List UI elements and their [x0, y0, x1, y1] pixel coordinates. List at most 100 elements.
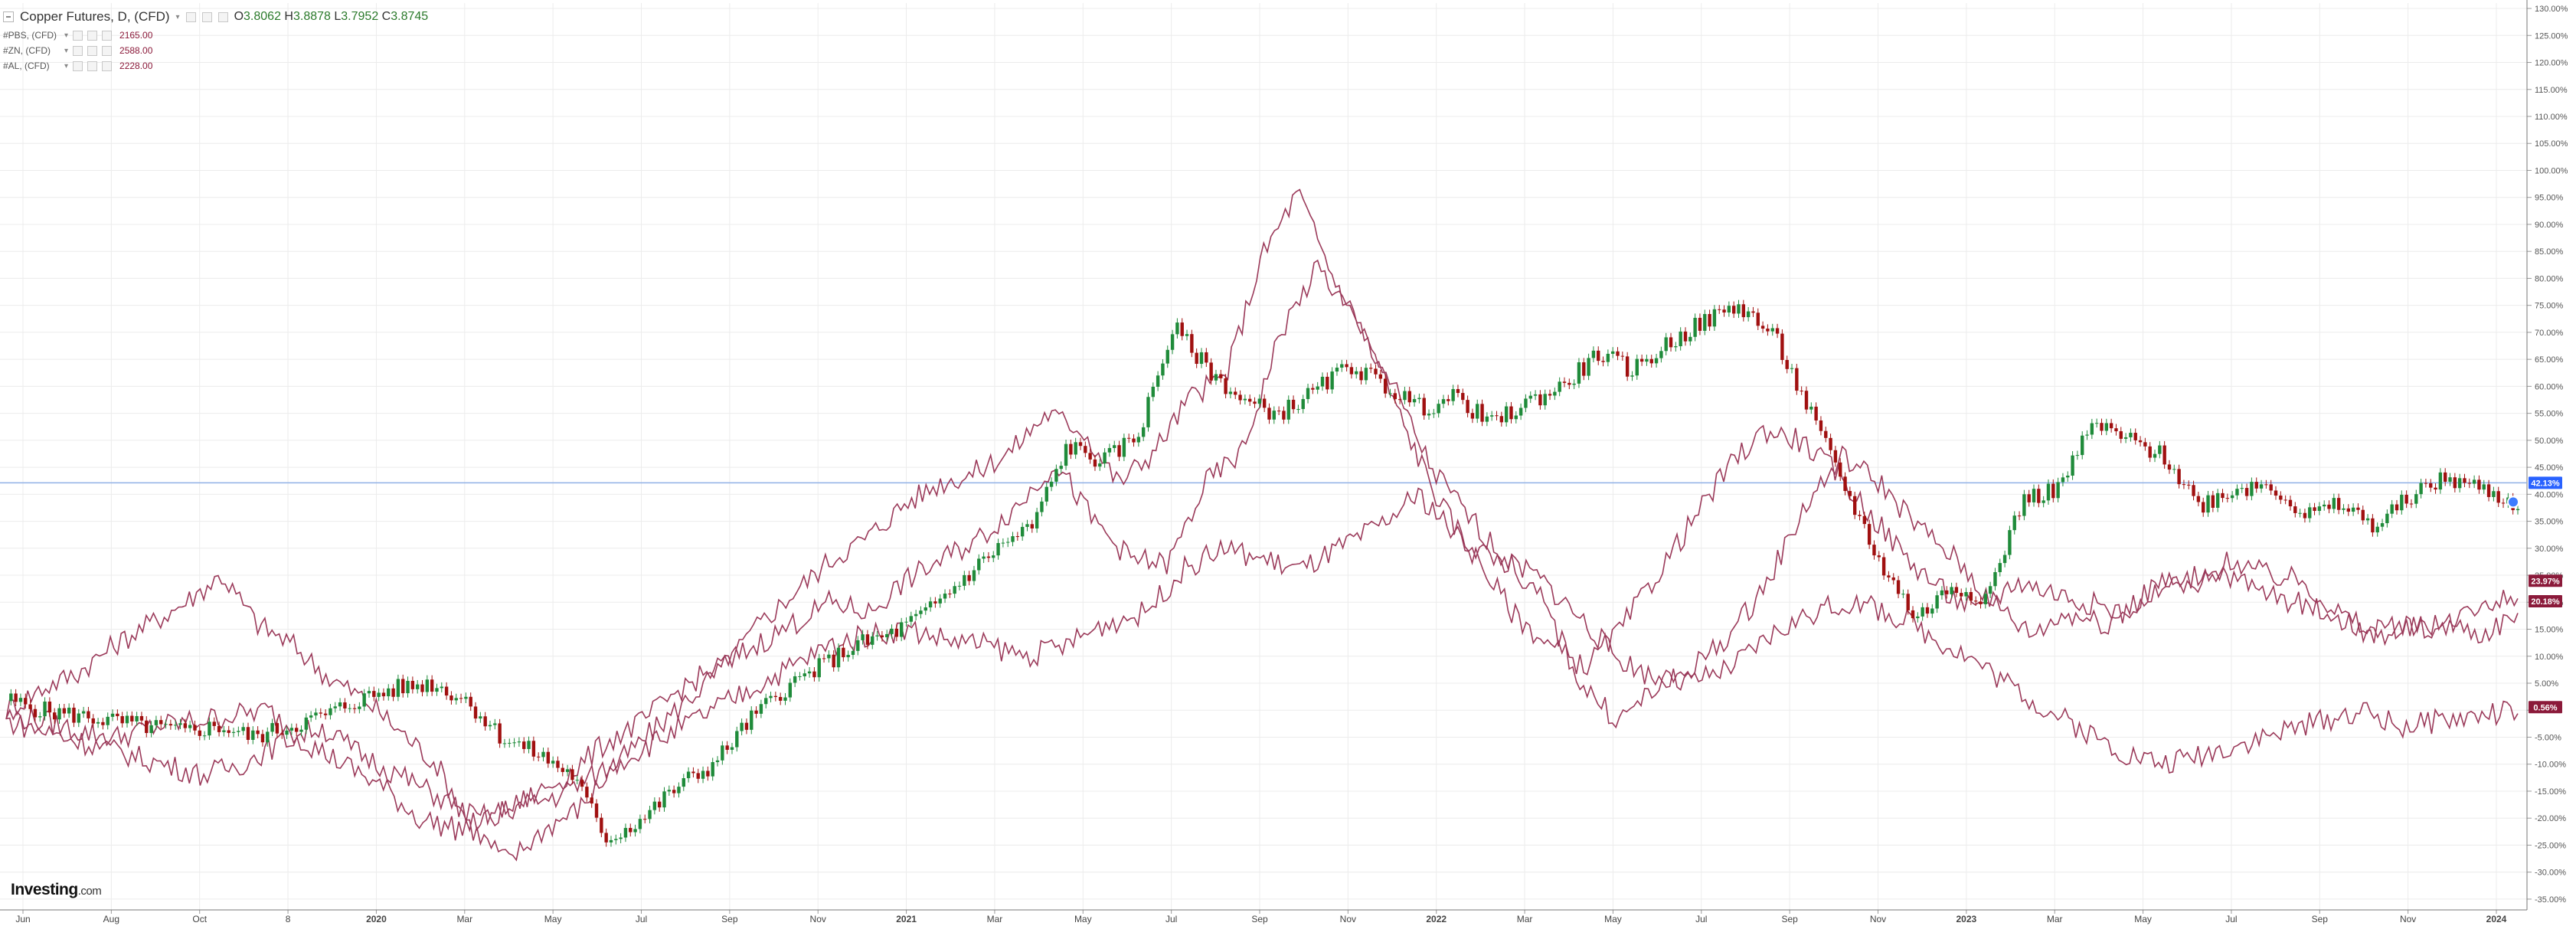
- y-tick-label: 95.00%: [2535, 194, 2564, 203]
- candle-body-down: [1262, 398, 1267, 408]
- candle-body-up: [1113, 445, 1116, 448]
- candle-body-up: [2123, 437, 2128, 439]
- candle-body-down: [2293, 506, 2297, 513]
- candle-body-up: [2022, 494, 2026, 516]
- candle-body-up: [2129, 433, 2133, 437]
- candle-body-up: [454, 698, 458, 701]
- candle-body-down: [691, 771, 695, 774]
- candle-body-up: [798, 676, 802, 677]
- candle-body-down: [1954, 587, 1959, 594]
- x-tick-label: Jul: [636, 914, 647, 924]
- candle-body-down: [643, 819, 647, 820]
- candle-body-up: [1577, 362, 1581, 384]
- compare-row-zn[interactable]: #ZN, (CFD) ▾ 2588.00: [3, 43, 428, 58]
- remove-icon[interactable]: [102, 61, 113, 71]
- candle-body-down: [1407, 391, 1411, 403]
- candle-body-up: [943, 593, 947, 599]
- candle-body-up: [1746, 311, 1751, 318]
- candle-body-down: [1785, 360, 1789, 369]
- y-tick-label: 70.00%: [2535, 329, 2564, 338]
- candle-body-down: [1760, 326, 1765, 329]
- candle-body-down: [198, 730, 201, 736]
- main-symbol-row[interactable]: Copper Futures, D, (CFD) ▾ O3.8062 H3.88…: [3, 6, 428, 28]
- main-symbol-title[interactable]: Copper Futures, D, (CFD): [20, 9, 170, 24]
- candle-body-up: [1044, 486, 1048, 502]
- candle-body-down: [1756, 312, 1760, 326]
- candle-body-up: [1964, 592, 1968, 597]
- candle-body-down: [323, 713, 328, 715]
- candle-body-down: [1824, 430, 1828, 438]
- price-label: 20.18%: [2531, 597, 2560, 607]
- candle-body-down: [2119, 431, 2123, 439]
- candle-body-down: [522, 741, 526, 749]
- candle-body-up: [2259, 484, 2264, 489]
- candle-body-down: [2313, 507, 2316, 512]
- candle-body-up: [957, 585, 962, 587]
- compare-symbol-pbs[interactable]: #PBS, (CFD): [3, 30, 57, 41]
- candle-body-up: [1940, 590, 1944, 596]
- remove-icon[interactable]: [102, 45, 113, 56]
- candle-body-up: [464, 696, 468, 699]
- candle-body-up: [924, 607, 927, 611]
- candle-body-up: [1630, 375, 1634, 377]
- compare-symbol-zn[interactable]: #ZN, (CFD): [3, 45, 51, 56]
- last-price-marker-icon[interactable]: [2507, 496, 2519, 509]
- settings-icon[interactable]: [73, 45, 83, 56]
- compare-symbol-al[interactable]: #AL, (CFD): [3, 61, 50, 71]
- hide-icon[interactable]: [87, 30, 98, 41]
- remove-icon[interactable]: [102, 30, 113, 41]
- candle-body-up: [299, 729, 303, 732]
- candle-body-up: [285, 730, 289, 735]
- candle-body-down: [2051, 483, 2055, 499]
- candle-body-down: [1766, 329, 1770, 332]
- hide-icon[interactable]: [87, 61, 98, 71]
- collapse-legend-icon[interactable]: [3, 11, 14, 22]
- settings-icon[interactable]: [73, 30, 83, 41]
- candle-body-down: [1084, 446, 1087, 453]
- candle-body-down: [294, 728, 299, 732]
- compare-row-al[interactable]: #AL, (CFD) ▾ 2228.00: [3, 58, 428, 74]
- candle-body-down: [2395, 504, 2399, 511]
- price-label-bg: [2529, 476, 2562, 489]
- candle-body-up: [2230, 495, 2234, 499]
- candle-body-down: [1562, 381, 1567, 383]
- candle-body-down: [1698, 317, 1702, 331]
- candle-body-up: [1301, 399, 1305, 410]
- candle-body-up: [2438, 472, 2443, 490]
- chevron-down-icon[interactable]: ▾: [64, 31, 69, 40]
- hide-icon[interactable]: [201, 11, 212, 22]
- settings-icon[interactable]: [73, 61, 83, 71]
- candle-body-up: [1543, 394, 1547, 406]
- chevron-down-icon[interactable]: ▾: [64, 46, 69, 55]
- candle-body-down: [2211, 495, 2215, 508]
- compare-row-pbs[interactable]: #PBS, (CFD) ▾ 2165.00: [3, 28, 428, 43]
- candle-body-down: [1881, 557, 1886, 576]
- y-tick-label: 75.00%: [2535, 302, 2564, 311]
- settings-icon[interactable]: [185, 11, 196, 22]
- candle-body-up: [730, 747, 734, 750]
- candle-body-down: [1887, 575, 1891, 578]
- chevron-down-icon[interactable]: ▾: [175, 12, 180, 21]
- candle-body-down: [14, 693, 18, 702]
- candle-body-up: [1645, 358, 1649, 362]
- candle-body-down: [2162, 445, 2166, 465]
- candle-body-up: [1514, 415, 1518, 420]
- candle-body-up: [125, 715, 129, 724]
- candle-body-up: [406, 680, 410, 694]
- remove-icon[interactable]: [217, 11, 228, 22]
- candle-body-up: [1054, 469, 1058, 482]
- candle-body-down: [880, 635, 884, 638]
- candle-body-up: [1098, 463, 1102, 467]
- candle-body-down: [672, 790, 676, 793]
- candle-body-down: [1973, 600, 1978, 602]
- compare-series-line: [5, 188, 2519, 862]
- chevron-down-icon[interactable]: ▾: [64, 61, 69, 70]
- candle-body-down: [1088, 453, 1092, 460]
- candle-body-down: [1349, 367, 1354, 375]
- candle-body-up: [1572, 383, 1576, 385]
- candle-body-up: [817, 658, 821, 678]
- hide-icon[interactable]: [87, 45, 98, 56]
- candle-body-down: [1925, 607, 1930, 614]
